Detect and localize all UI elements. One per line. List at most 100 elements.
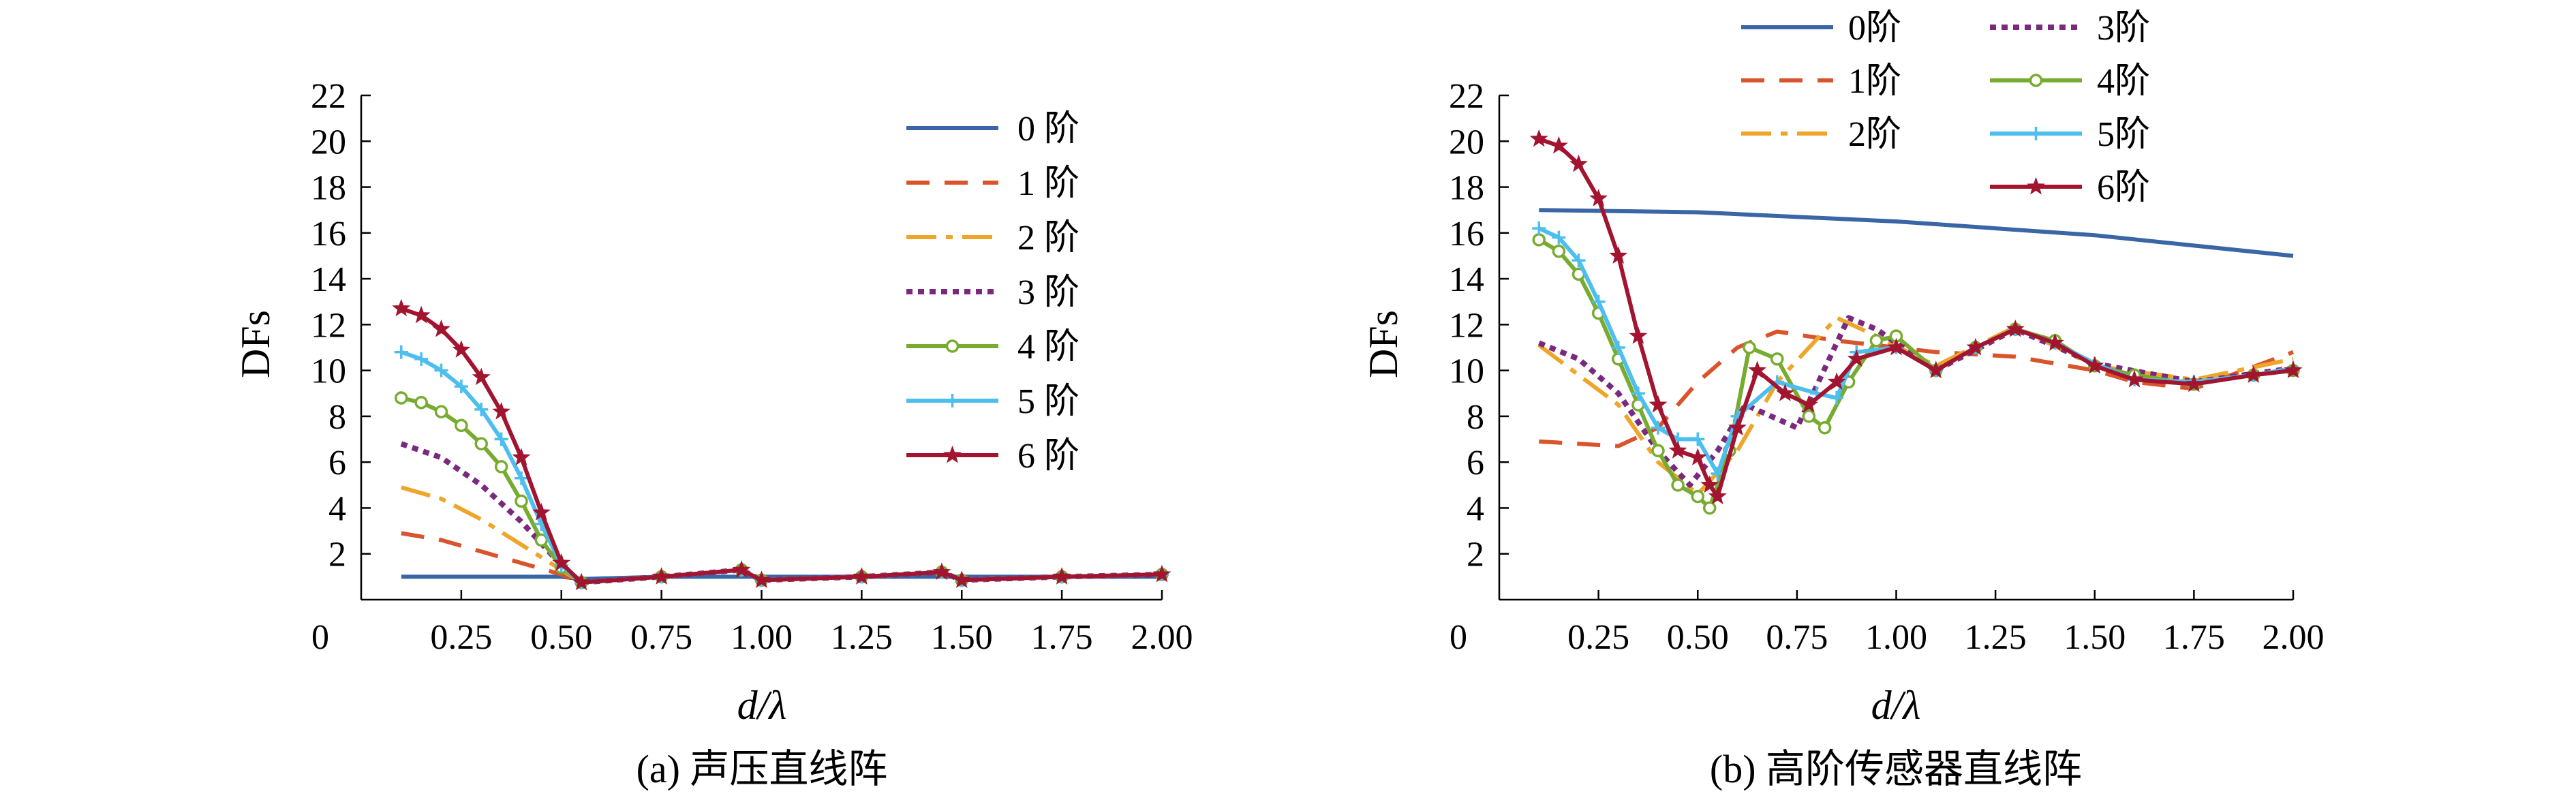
legend-item: 5阶 xyxy=(1990,115,2150,154)
data-point-marker xyxy=(1569,154,1588,172)
data-point-marker xyxy=(412,305,431,324)
data-point-marker xyxy=(1651,444,1665,458)
panel-caption: (a) 声压直线阵 xyxy=(637,747,888,791)
legend-item: 0阶 xyxy=(1741,9,1901,48)
data-point-marker xyxy=(1775,384,1794,401)
y-tick-label: 14 xyxy=(311,260,346,299)
series-line xyxy=(1537,316,2294,497)
data-point-marker xyxy=(1770,352,1784,366)
legend-item: 2阶 xyxy=(1741,115,1901,154)
data-point-marker xyxy=(1847,349,1866,367)
legend-label: 0阶 xyxy=(1848,9,1901,48)
legend-label: 0 阶 xyxy=(1017,110,1079,149)
legend-label: 1阶 xyxy=(1848,62,1901,101)
legend-item: 6阶 xyxy=(1990,168,2150,207)
y-tick-label: 12 xyxy=(311,306,346,345)
y-tick-label: 2 xyxy=(1467,536,1484,574)
x-tick-label: 0.75 xyxy=(1766,618,1828,657)
x-tick-label: 0.50 xyxy=(1667,618,1729,657)
legend-label: 3阶 xyxy=(2097,9,2150,48)
legend-item: 1 阶 xyxy=(906,164,1079,203)
data-point-marker xyxy=(2284,360,2303,379)
data-point-marker xyxy=(752,570,771,588)
data-point-marker xyxy=(1966,337,1985,356)
data-point-marker xyxy=(572,572,591,591)
data-point-marker xyxy=(1649,395,1668,413)
data-point-marker xyxy=(1748,360,1767,379)
data-point-marker xyxy=(414,395,428,410)
legend-label: 2 阶 xyxy=(1017,219,1079,258)
series-line xyxy=(1539,208,2294,258)
data-point-marker xyxy=(432,319,450,337)
legend-item: 2 阶 xyxy=(906,219,1079,258)
data-point-marker xyxy=(1691,432,1705,446)
panel-caption: (b) 高阶传感器直线阵 xyxy=(1710,747,2082,791)
series-4 xyxy=(395,391,1169,589)
data-point-marker xyxy=(1671,478,1685,492)
y-tick-label: 6 xyxy=(328,444,346,482)
x-axis-title: d/λ xyxy=(737,683,787,728)
data-point-marker xyxy=(1589,189,1608,206)
legend-item: 3阶 xyxy=(1990,9,2150,48)
data-point-marker xyxy=(452,340,471,358)
data-point-marker xyxy=(1571,253,1586,268)
series-0 xyxy=(1539,208,2294,258)
y-tick-label: 20 xyxy=(1449,123,1484,161)
data-point-marker xyxy=(552,553,571,571)
x-tick-label: 0 xyxy=(311,618,329,657)
data-point-marker xyxy=(534,533,549,547)
y-tick-label: 20 xyxy=(311,123,346,161)
data-point-marker xyxy=(1799,395,1818,413)
data-point-marker xyxy=(1529,129,1548,147)
data-point-marker xyxy=(455,418,468,433)
data-point-marker xyxy=(2085,356,2104,374)
legend-marker xyxy=(945,394,960,407)
y-tick-label: 16 xyxy=(311,215,346,253)
data-point-marker xyxy=(1052,567,1071,585)
data-point-marker xyxy=(1869,334,1884,348)
data-point-marker xyxy=(1629,326,1648,344)
data-point-marker xyxy=(434,405,448,418)
data-point-marker xyxy=(1532,221,1546,236)
legend-item: 0 阶 xyxy=(906,110,1079,149)
data-point-marker xyxy=(1532,233,1546,247)
y-tick-label: 16 xyxy=(1449,215,1484,253)
series-line xyxy=(1537,315,2294,488)
y-axis-title: DFs xyxy=(233,310,278,378)
x-tick-label: 0.25 xyxy=(430,618,492,657)
data-point-marker xyxy=(474,437,488,451)
x-tick-label: 1.75 xyxy=(1031,618,1093,657)
x-tick-label: 1.75 xyxy=(2163,618,2225,657)
x-tick-label: 0.25 xyxy=(1567,618,1629,657)
y-tick-label: 2 xyxy=(328,536,346,574)
y-tick-label: 18 xyxy=(311,169,346,208)
series-line xyxy=(1537,238,2294,510)
data-point-marker xyxy=(1700,475,1719,493)
data-point-marker xyxy=(395,391,408,405)
legend-item: 6 阶 xyxy=(906,437,1079,476)
chart-panel-a: 2 4 6 8 10 12 14 16 18 20 22 0 0.25 0.50 0.75 1.00 1.25 1… xyxy=(233,77,1193,791)
data-point-marker xyxy=(512,448,531,465)
legend-label: 5 阶 xyxy=(1017,382,1079,421)
y-tick-label: 10 xyxy=(1449,352,1484,391)
legend-marker xyxy=(2029,127,2043,140)
data-point-marker xyxy=(2046,333,2064,351)
series-6 xyxy=(1529,129,2303,505)
data-point-marker xyxy=(1552,230,1566,245)
y-tick-label: 8 xyxy=(1467,398,1484,437)
data-point-marker xyxy=(472,367,491,386)
legend-item: 4 阶 xyxy=(906,328,1079,367)
legend-label: 2阶 xyxy=(1848,115,1901,154)
chart-panel-b: 2 4 6 8 10 12 14 16 18 20 22 0 0.25 0.50 0.75 1.00 1.25 1… xyxy=(1361,9,2325,791)
data-point-marker xyxy=(494,432,508,446)
series-6 xyxy=(392,298,1171,591)
data-point-marker xyxy=(1927,360,1946,379)
series-2 xyxy=(1537,316,2294,497)
data-point-marker xyxy=(1591,294,1606,309)
x-tick-label: 1.50 xyxy=(2064,618,2126,657)
legend-marker xyxy=(2029,74,2043,87)
data-point-marker xyxy=(1152,564,1171,583)
legend-label: 6 阶 xyxy=(1017,437,1079,476)
data-point-marker xyxy=(1668,441,1687,459)
